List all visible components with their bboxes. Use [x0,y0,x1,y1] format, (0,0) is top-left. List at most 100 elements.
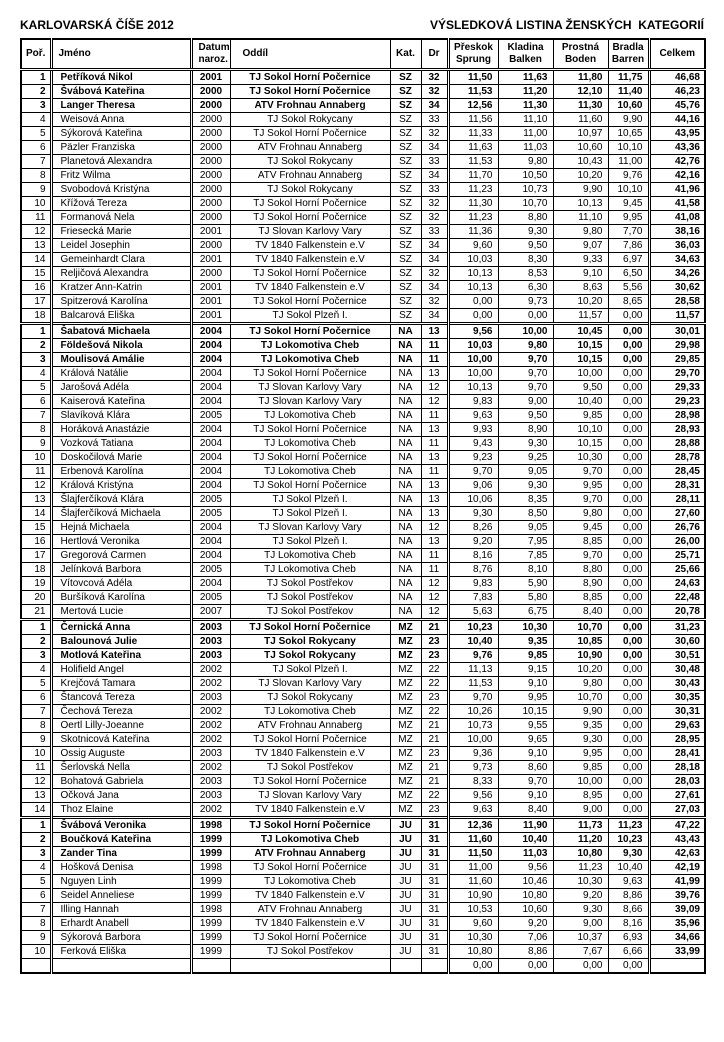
total-cell: 35,96 [647,916,706,931]
col-header-floor: Prostná Boden [552,38,609,71]
name-cell: Jarošová Adéla [49,380,192,395]
beam-score-cell: 9,55 [497,718,554,733]
category-cell: NA [389,366,422,381]
name-cell: Černická Anna [49,618,192,635]
floor-score-cell: 8,85 [552,534,609,549]
club-cell: TJ Lokomotiva Cheb [229,408,391,423]
category-cell: MZ [389,690,422,705]
total-cell: 41,99 [647,874,706,889]
category-cell: JU [389,874,422,889]
dr-cell: 31 [420,888,449,903]
vault-score-cell: 9,36 [446,746,499,761]
bars-score-cell: 9,30 [607,846,650,861]
beam-score-cell: 10,60 [497,902,554,917]
floor-score-cell: 9,35 [552,718,609,733]
bars-score-cell: 0,00 [607,506,650,521]
dr-cell: 31 [420,816,449,833]
total-cell: 42,16 [647,168,706,183]
total-cell: 28,45 [647,464,706,479]
category-cell: MZ [389,788,422,803]
beam-score-cell: 10,70 [497,196,554,211]
table-row: 13 Očková Jana 2003 TJ Slovan Karlovy Vary M… [20,788,706,803]
floor-score-cell: 10,60 [552,140,609,155]
vault-score-cell: 10,26 [446,704,499,719]
floor-score-cell: 9,30 [552,732,609,747]
vault-score-cell: 10,73 [446,718,499,733]
floor-score-cell: 10,37 [552,930,609,945]
name-cell: Hertlová Veronika [49,534,192,549]
club-cell: TV 1840 Falkenstein e.V [229,746,391,761]
club-cell: TJ Slovan Karlovy Vary [229,394,391,409]
table-row: 10 Ossig Auguste 2003 TV 1840 Falkenstein e… [20,746,706,761]
total-cell: 28,95 [647,732,706,747]
category-cell: NA [389,422,422,437]
dr-cell: 13 [420,492,449,507]
name-cell: Šerlovská Nella [49,760,192,775]
category-cell: SZ [389,69,422,85]
vault-score-cell: 12,36 [446,816,499,833]
club-cell: TV 1840 Falkenstein e.V [229,916,391,931]
table-row: 21 Mertová Lucie 2007 TJ Sokol Postřekov NA 1… [20,604,706,620]
dr-cell: 31 [420,916,449,931]
birthdate-cell: 2000 [189,238,231,253]
category-cell [389,958,422,974]
beam-score-cell: 11,63 [497,69,554,85]
birthdate-cell: 2002 [189,802,231,818]
birthdate-cell: 2004 [189,576,231,591]
beam-score-cell: 5,80 [497,590,554,605]
vault-score-cell: 9,20 [446,534,499,549]
bars-score-cell: 0,00 [607,380,650,395]
name-cell: Bohatová Gabriela [49,774,192,789]
rank-cell: 17 [20,548,52,563]
dr-cell: 11 [420,562,449,577]
beam-score-cell: 0,00 [497,308,554,324]
table-row: 2 Boučková Kateřina 1999 TJ Lokomotiva Cheb… [20,832,706,847]
name-cell: Kratzer Ann-Katrin [49,280,192,295]
table-row: 12 Friesecká Marie 2001 TJ Slovan Karlovy V… [20,224,706,239]
rank-cell: 8 [20,422,52,437]
name-cell: Nguyen Linh [49,874,192,889]
floor-score-cell: 9,20 [552,888,609,903]
rank-cell: 2 [20,84,52,99]
category-cell: NA [389,394,422,409]
beam-score-cell: 8,80 [497,210,554,225]
name-cell: Buršíková Karolína [49,590,192,605]
total-cell: 28,88 [647,436,706,451]
beam-score-cell: 8,10 [497,562,554,577]
vault-score-cell: 11,60 [446,874,499,889]
total-cell: 30,62 [647,280,706,295]
club-cell: TJ Sokol Horní Počernice [229,322,391,339]
total-cell: 34,63 [647,252,706,267]
bars-score-cell: 0,00 [607,352,650,367]
bars-score-cell: 9,63 [607,874,650,889]
total-cell: 29,23 [647,394,706,409]
vault-score-cell: 11,23 [446,182,499,197]
birthdate-cell: 2005 [189,492,231,507]
dr-cell: 12 [420,604,449,620]
floor-score-cell: 8,85 [552,590,609,605]
bars-score-cell: 0,00 [607,548,650,563]
vault-score-cell: 11,53 [446,676,499,691]
rank-cell: 1 [20,816,52,833]
total-cell: 25,66 [647,562,706,577]
floor-score-cell: 0,00 [552,958,609,974]
category-cell: JU [389,888,422,903]
name-cell: Fritz Wilma [49,168,192,183]
table-row: 2 Földešová Nikola 2004 TJ Lokomotiva Cheb N… [20,338,706,353]
bars-score-cell: 5,56 [607,280,650,295]
club-cell: TJ Sokol Plzeň I. [229,492,391,507]
name-cell: Ferková Eliška [49,944,192,959]
beam-score-cell: 9,50 [497,238,554,253]
category-cell: MZ [389,746,422,761]
rank-cell: 7 [20,154,52,169]
club-cell: TJ Sokol Postřekov [229,944,391,959]
dr-cell [420,958,449,974]
vault-score-cell: 8,26 [446,520,499,535]
table-row: 4 Weisová Anna 2000 TJ Sokol Rokycany SZ 33 11… [20,112,706,127]
total-cell: 30,01 [647,322,706,339]
rank-cell: 13 [20,238,52,253]
club-cell: TJ Sokol Postřekov [229,576,391,591]
bars-score-cell: 0,00 [607,408,650,423]
bars-score-cell: 8,66 [607,902,650,917]
dr-cell: 31 [420,944,449,959]
